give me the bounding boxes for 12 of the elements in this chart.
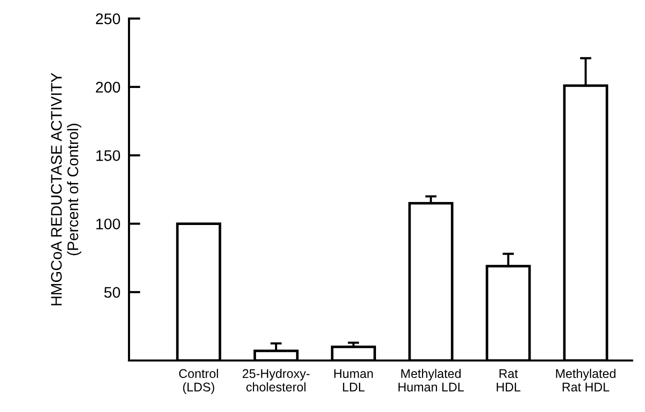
y-tick-label: 100: [96, 218, 120, 230]
y-tick-label: 200: [96, 82, 120, 93]
y-tick-label: 250: [96, 13, 120, 24]
x-tick-label: Methylated Human LDL: [398, 368, 464, 392]
y-tick-label: 150: [96, 150, 120, 162]
y-axis-title: HMGCoA REDUCTASE ACTIVITY (Percent of Control): [50, 72, 82, 306]
x-tick-label: Human LDL: [334, 369, 373, 392]
x-tick-label: Control (LDS): [179, 368, 218, 394]
x-tick-label: 25-Hydroxy- cholesterol: [242, 368, 310, 392]
x-tick-label: Rat HDL: [496, 369, 520, 392]
y-tick-label: 50: [104, 286, 120, 298]
x-tick-label: Methylated Rat HDL: [556, 368, 616, 392]
